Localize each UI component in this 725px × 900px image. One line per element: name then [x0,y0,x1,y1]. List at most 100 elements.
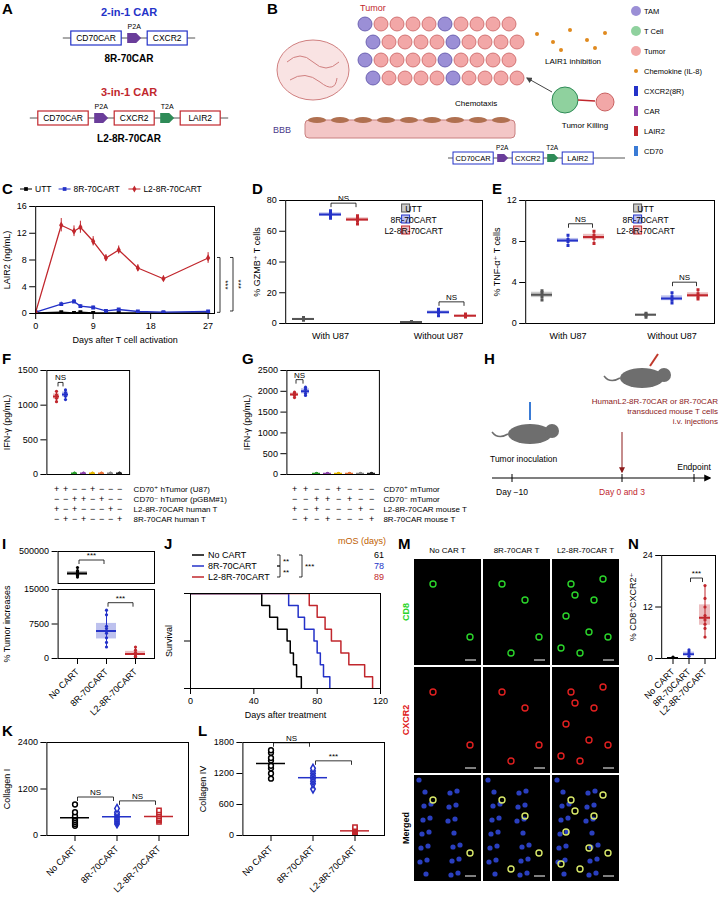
svg-text:−: − [63,504,68,514]
svg-text:+: + [63,514,68,524]
svg-text:0: 0 [22,308,27,318]
svg-text:8R-70CART: 8R-70CART [79,843,121,885]
svg-text:% GZMB⁺ T cells: % GZMB⁺ T cells [252,227,262,297]
svg-text:+: + [347,494,352,504]
svg-text:−: − [117,494,122,504]
svg-text:L2-8R-70CART: L2-8R-70CART [112,843,163,894]
svg-text:Tumor: Tumor [644,47,666,56]
svg-text:4: 4 [512,277,517,287]
svg-text:−: − [54,514,59,524]
svg-text:HumanL2-8R-70CAR or 8R-70CAR: HumanL2-8R-70CAR or 8R-70CAR [592,397,718,406]
svg-text:+: + [72,494,77,504]
svg-text:P2A: P2A [95,103,109,110]
svg-text:IFN-γ (pg/mL): IFN-γ (pg/mL) [2,395,12,451]
svg-text:NS: NS [575,215,586,224]
svg-text:***: *** [221,280,230,289]
svg-text:Tumor inoculation: Tumor inoculation [490,454,558,464]
svg-text:−: − [99,504,104,514]
svg-text:CD70: CD70 [644,147,663,156]
svg-text:L2-8R-70CART: L2-8R-70CART [143,184,201,194]
svg-text:−: − [358,494,363,504]
svg-text:+: + [54,504,59,514]
svg-text:8R-70CAR T: 8R-70CAR T [494,546,540,555]
svg-text:8R-70CAR human T: 8R-70CAR human T [134,515,206,524]
svg-text:−: − [369,494,374,504]
svg-text:0: 0 [33,830,38,840]
svg-text:−: − [117,504,122,514]
svg-text:L2-8R-70CAR mouse T: L2-8R-70CAR mouse T [383,505,467,514]
svg-text:−: − [325,504,330,514]
svg-text:−: − [81,484,86,494]
svg-text:CD70⁻ mTumor: CD70⁻ mTumor [383,495,440,504]
svg-text:−: − [54,494,59,504]
svg-text:−: − [99,484,104,494]
svg-text:−: − [90,494,95,504]
svg-text:Collagen I: Collagen I [2,769,12,810]
svg-text:−: − [72,514,77,524]
svg-text:No CART: No CART [240,843,275,878]
svg-text:i.v. injections: i.v. injections [673,417,718,426]
svg-text:−: − [117,484,122,494]
svg-text:Days after treatment: Days after treatment [245,710,327,720]
svg-text:transduced mouse T cells: transduced mouse T cells [627,407,718,416]
svg-text:CD70⁺ mTumor: CD70⁺ mTumor [383,485,440,494]
svg-text:CD70CAR: CD70CAR [76,33,116,43]
svg-text:−: − [369,504,374,514]
svg-text:***: *** [692,569,701,578]
svg-text:−: − [303,504,308,514]
svg-text:T2A: T2A [161,103,174,110]
svg-text:80: 80 [267,195,277,205]
svg-text:−: − [314,484,319,494]
svg-text:**: ** [283,568,289,577]
svg-text:Endpoint: Endpoint [677,462,711,472]
svg-text:CD70⁻ hTumor (pGBM#1): CD70⁻ hTumor (pGBM#1) [134,495,228,504]
svg-text:NS: NS [90,788,101,797]
svg-text:+: + [117,514,122,524]
svg-text:−: − [347,504,352,514]
svg-text:+: + [81,514,86,524]
svg-text:% TNF-α⁺ T cells: % TNF-α⁺ T cells [492,227,502,297]
svg-text:8: 8 [22,255,27,265]
svg-text:Day 0 and 3: Day 0 and 3 [599,487,645,497]
svg-text:***: *** [234,280,243,289]
svg-text:CD8: CD8 [401,603,411,621]
svg-text:0: 0 [229,830,234,840]
svg-text:***: *** [305,562,314,571]
svg-text:+: + [314,494,319,504]
svg-text:+: + [72,504,77,514]
svg-text:+: + [325,514,330,524]
svg-text:0: 0 [512,318,517,328]
svg-text:−: − [292,514,297,524]
svg-text:NS: NS [294,371,305,380]
svg-text:40: 40 [249,696,259,706]
svg-text:T Cell: T Cell [644,27,664,36]
svg-text:UTT: UTT [35,184,52,194]
svg-text:0: 0 [648,653,653,663]
svg-text:78: 78 [374,561,384,571]
svg-text:Chemotaxis: Chemotaxis [455,99,497,108]
svg-text:+: + [325,494,330,504]
svg-text:+: + [90,484,95,494]
svg-text:% Tumor increases: % Tumor increases [2,585,12,663]
svg-text:−: − [314,514,319,524]
svg-text:L2-8R-70CART: L2-8R-70CART [88,666,139,717]
svg-text:0: 0 [188,696,193,706]
svg-text:CXCR2: CXCR2 [401,705,411,736]
svg-text:−: − [336,494,341,504]
svg-text:L2-8R-70CAR: L2-8R-70CAR [97,133,162,144]
svg-text:CXCR2: CXCR2 [153,33,182,43]
svg-text:89: 89 [374,572,384,582]
svg-text:L2-8R-70CART: L2-8R-70CART [208,572,270,582]
svg-text:% CD8⁺CXCR2⁺: % CD8⁺CXCR2⁺ [628,572,638,641]
svg-text:LAIR2 (ng/mL): LAIR2 (ng/mL) [2,231,12,290]
svg-text:**: ** [283,557,289,566]
svg-text:CAR: CAR [644,107,660,116]
svg-text:8R-70CAR: 8R-70CAR [105,53,155,64]
svg-text:0: 0 [272,318,277,328]
svg-text:+: + [303,484,308,494]
svg-text:2000: 2000 [258,386,278,396]
svg-text:2-in-1 CAR: 2-in-1 CAR [101,6,157,18]
svg-text:CD70CAR: CD70CAR [43,113,83,123]
svg-text:+: + [358,504,363,514]
svg-text:Collagen IV: Collagen IV [198,766,208,813]
